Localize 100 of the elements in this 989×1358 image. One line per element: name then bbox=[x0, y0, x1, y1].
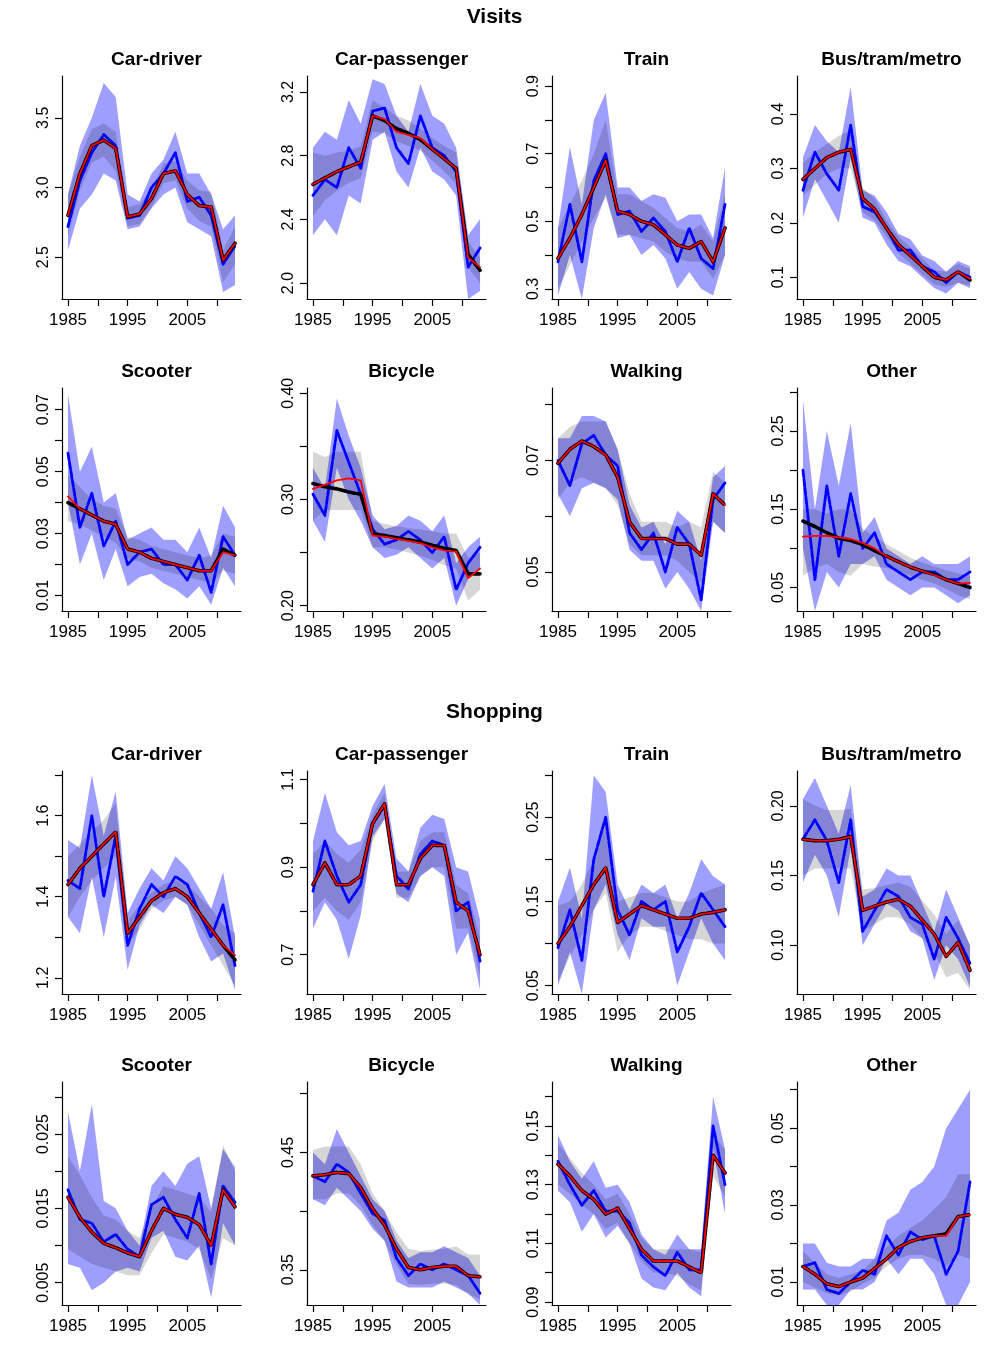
y-tick-label: 3.2 bbox=[278, 80, 296, 104]
x-tick-label: 1995 bbox=[598, 622, 637, 641]
x-tick-label: 1985 bbox=[539, 1005, 577, 1024]
y-tick-label: 0.05 bbox=[523, 556, 541, 588]
y-tick-label: 0.30 bbox=[278, 483, 296, 516]
y-tick-label: 3.5 bbox=[33, 106, 51, 129]
y-tick-label: 0.11 bbox=[523, 1228, 541, 1259]
x-tick-label: 2005 bbox=[168, 310, 207, 329]
x-tick-label: 1995 bbox=[353, 622, 392, 641]
y-tick-label: 0.05 bbox=[33, 455, 51, 488]
y-tick-label: 0.07 bbox=[523, 444, 541, 477]
x-tick-label: 2005 bbox=[168, 1005, 207, 1024]
y-tick-label: 0.3 bbox=[768, 157, 786, 180]
chart-title: Walking bbox=[610, 360, 683, 381]
y-tick-label: 0.3 bbox=[523, 277, 541, 300]
x-tick-label: 2005 bbox=[168, 1316, 207, 1335]
x-tick-label: 1985 bbox=[539, 310, 577, 329]
x-tick-label: 2005 bbox=[903, 1316, 942, 1335]
x-tick-label: 1985 bbox=[539, 622, 577, 641]
y-tick-label: 2.0 bbox=[278, 271, 296, 295]
y-tick-label: 0.15 bbox=[768, 493, 786, 525]
y-tick-label: 0.05 bbox=[768, 571, 786, 604]
y-tick-label: 0.03 bbox=[768, 1189, 786, 1221]
text: Visits bbox=[465, 4, 524, 28]
x-tick-label: 2005 bbox=[658, 622, 697, 641]
x-tick-label: 2005 bbox=[903, 1005, 942, 1024]
chart-title: Walking bbox=[610, 1054, 683, 1075]
x-tick-label: 1995 bbox=[843, 1316, 882, 1335]
chart-title: Train bbox=[623, 48, 670, 69]
x-tick-label: 1995 bbox=[598, 1005, 637, 1024]
y-tick-label: 0.25 bbox=[768, 415, 786, 447]
y-tick-label: 0.10 bbox=[768, 929, 786, 961]
chart-title: Bus/tram/metro bbox=[821, 48, 962, 69]
y-tick-label: 0.09 bbox=[523, 1286, 541, 1318]
chart-title: Car-passenger bbox=[334, 48, 469, 69]
x-tick-label: 1985 bbox=[784, 310, 822, 329]
y-tick-label: 0.45 bbox=[278, 1136, 296, 1168]
line-series bbox=[802, 534, 971, 585]
chart-title: Bus/tram/metro bbox=[821, 743, 962, 764]
y-tick-label: 0.05 bbox=[768, 1112, 786, 1144]
chart-title: Scooter bbox=[121, 1054, 193, 1075]
x-tick-label: 1995 bbox=[353, 1316, 392, 1335]
y-tick-label: 0.40 bbox=[278, 377, 296, 409]
y-tick-label: 0.15 bbox=[523, 885, 541, 917]
x-tick-label: 1985 bbox=[539, 1316, 577, 1335]
y-tick-label: 0.7 bbox=[523, 142, 541, 165]
y-tick-label: 1.4 bbox=[33, 885, 51, 908]
x-tick-label: 1985 bbox=[294, 310, 332, 329]
x-tick-label: 2005 bbox=[658, 310, 697, 329]
x-tick-label: 1985 bbox=[784, 1005, 822, 1024]
line-series bbox=[311, 429, 482, 592]
x-tick-label: 1995 bbox=[108, 622, 147, 641]
x-tick-label: 1995 bbox=[598, 1316, 637, 1335]
x-tick-label: 1985 bbox=[294, 1005, 332, 1024]
x-tick-label: 1985 bbox=[49, 310, 87, 329]
x-tick-label: 1985 bbox=[49, 1316, 87, 1335]
x-tick-label: 1995 bbox=[843, 1005, 882, 1024]
chart-title: Car-passenger bbox=[334, 743, 469, 764]
y-tick-label: 3.0 bbox=[33, 176, 51, 199]
y-tick-label: 0.01 bbox=[33, 579, 51, 612]
text: Shopping bbox=[445, 699, 544, 723]
chart-title: Car-driver bbox=[111, 48, 203, 69]
chart-title: Train bbox=[623, 743, 670, 764]
chart-title: Scooter bbox=[121, 360, 193, 381]
y-tick-label: 1.6 bbox=[33, 804, 51, 827]
line-series bbox=[556, 815, 727, 962]
y-tick-label: 1.2 bbox=[33, 966, 51, 989]
x-tick-label: 1995 bbox=[353, 1005, 392, 1024]
y-tick-label: 0.15 bbox=[523, 1110, 541, 1142]
line-series bbox=[66, 451, 237, 594]
y-tick-label: 2.4 bbox=[278, 208, 296, 231]
x-tick-label: 1995 bbox=[598, 310, 637, 329]
x-tick-label: 1995 bbox=[108, 310, 147, 329]
x-tick-label: 2005 bbox=[903, 310, 942, 329]
x-tick-label: 2005 bbox=[658, 1316, 697, 1335]
y-tick-label: 0.4 bbox=[768, 102, 786, 126]
y-tick-label: 0.03 bbox=[33, 517, 51, 550]
x-tick-label: 2005 bbox=[413, 1316, 452, 1335]
x-tick-label: 1995 bbox=[843, 310, 882, 329]
line-series bbox=[801, 468, 972, 582]
y-tick-label: 0.25 bbox=[523, 801, 541, 833]
y-tick-label: 0.15 bbox=[768, 859, 786, 892]
x-tick-label: 2005 bbox=[413, 1005, 452, 1024]
y-tick-label: 0.2 bbox=[768, 211, 786, 234]
chart-title: Other bbox=[866, 1054, 918, 1075]
y-tick-label: 0.1 bbox=[768, 266, 786, 289]
x-tick-label: 1995 bbox=[108, 1005, 147, 1024]
line-series bbox=[801, 519, 972, 590]
y-tick-label: 0.005 bbox=[33, 1262, 51, 1303]
y-tick-label: 0.9 bbox=[523, 74, 541, 98]
line-series bbox=[801, 818, 972, 965]
x-tick-label: 1985 bbox=[784, 1316, 822, 1335]
chart-title: Car-driver bbox=[111, 743, 203, 764]
x-tick-label: 1995 bbox=[108, 1316, 147, 1335]
y-tick-label: 0.01 bbox=[768, 1266, 786, 1298]
x-tick-label: 1985 bbox=[294, 1316, 332, 1335]
x-tick-label: 1985 bbox=[49, 622, 87, 641]
y-tick-label: 0.07 bbox=[33, 394, 51, 426]
x-tick-label: 1985 bbox=[49, 1005, 87, 1024]
y-tick-label: 1.1 bbox=[278, 768, 296, 791]
